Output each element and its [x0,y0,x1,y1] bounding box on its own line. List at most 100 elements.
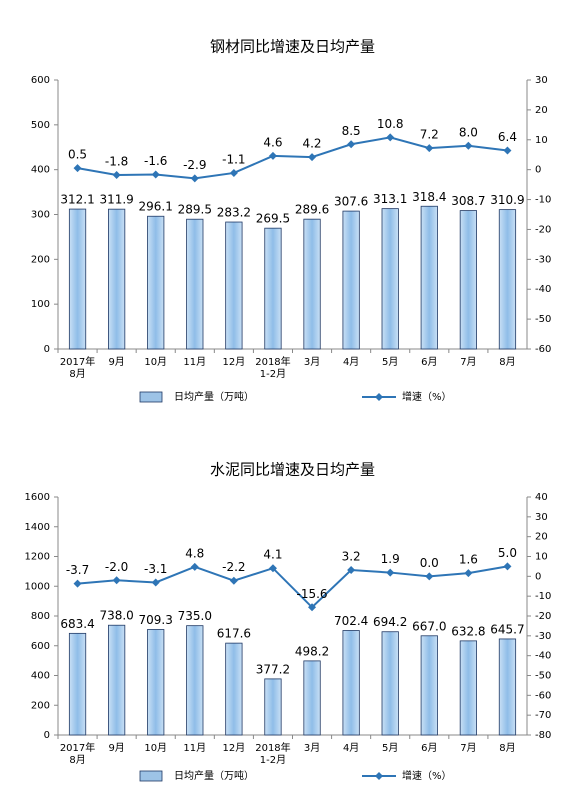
x-tick-label: 2017年 8月 [60,355,95,380]
bar [381,208,399,350]
y-tick-label: 1200 [25,552,50,563]
y2-tick-label: -20 [535,224,551,235]
bar [303,218,321,350]
bar [303,660,321,736]
line-marker [268,151,277,160]
line-marker [425,572,434,581]
x-tick-label: 4月 [343,742,359,754]
line-label: -3.1 [144,562,167,576]
line-marker [151,578,160,587]
y2-tick-label: -30 [535,631,551,642]
bar-label: 694.2 [373,615,407,629]
line-label: 7.2 [420,128,439,142]
bar-label: 735.0 [178,609,212,623]
x-tick-label: 2017年 8月 [60,741,95,766]
bar [108,208,126,350]
bar-label: 617.6 [217,627,251,641]
line-label: 1.6 [459,553,478,567]
x-tick-label: 11月 [183,742,206,754]
line-marker [308,153,317,162]
bar [147,629,165,736]
y2-tick-label: 10 [535,552,548,563]
line-marker [308,603,317,612]
line-marker [229,168,238,177]
y2-tick-label: 20 [535,105,548,116]
line-marker [464,141,473,150]
y-tick-label: 0 [44,730,50,741]
y-tick-label: 800 [31,611,50,622]
y-tick-label: 200 [31,700,50,711]
line-label: -3.7 [66,563,89,577]
x-tick-label: 7月 [460,356,476,368]
bar-label: 498.2 [295,644,329,658]
bar [420,635,438,736]
line [77,565,508,609]
line-label: -1.1 [222,152,245,166]
line-label: 0.5 [68,148,87,162]
bar-label: 377.2 [256,662,290,676]
line-label: 4.6 [263,135,282,149]
line-marker [190,174,199,183]
y-tick-label: 600 [31,75,50,86]
line-label: 6.4 [498,130,517,144]
bar [68,208,87,350]
line-marker [268,564,277,573]
y2-tick-label: 20 [535,532,548,543]
y2-tick-label: 0 [535,571,541,582]
y-tick-label: 400 [31,165,50,176]
y-tick-label: 600 [31,641,50,652]
line-marker [73,579,82,588]
bar [498,209,517,350]
bar-label: 702.4 [334,614,368,628]
y-tick-label: 200 [31,254,50,265]
bar [68,632,87,736]
y-tick-label: 500 [31,120,50,131]
bar [225,642,243,736]
bar [498,638,517,736]
y2-tick-label: -70 [535,710,551,721]
x-tick-label: 5月 [382,356,398,368]
bar-label: 313.1 [373,192,407,206]
line-label: -2.2 [222,560,245,574]
y2-tick-label: 10 [535,135,548,146]
x-tick-label: 6月 [421,742,437,754]
line-label: -2.0 [105,560,128,574]
legend-swatch [375,772,383,780]
legend-label: 日均产量（万吨） [174,390,254,403]
bar [108,624,126,736]
bar-label: 318.4 [412,190,446,204]
line-label: -1.8 [105,155,128,169]
x-tick-label: 8月 [499,742,515,754]
line-marker [464,569,473,578]
line-label: 4.1 [263,548,282,562]
y-tick-label: 0 [44,344,50,355]
line-marker [503,562,512,571]
y2-tick-label: -40 [535,651,551,662]
legend-swatch [139,770,163,782]
bar-label: 709.3 [139,613,173,627]
bar-label: 310.9 [490,193,524,207]
chart-title: 钢材同比增速及日均产量 [210,38,375,56]
x-tick-label: 4月 [343,356,359,368]
chart-title: 水泥同比增速及日均产量 [210,461,375,479]
line-label: -2.9 [183,158,206,172]
line-marker [347,140,356,149]
bar-label: 667.0 [412,619,446,633]
line-label: -15.6 [297,587,328,601]
line-marker [503,146,512,155]
x-tick-label: 10月 [144,356,167,368]
y2-tick-label: -60 [535,344,551,355]
y2-tick-label: -10 [535,195,551,206]
y-tick-label: 1600 [25,492,50,503]
bar-label: 289.5 [178,203,212,217]
line-label: 5.0 [498,546,517,560]
bar-label: 283.2 [217,206,251,220]
y2-tick-label: -20 [535,611,551,622]
y2-tick-label: -60 [535,690,551,701]
line-marker [112,576,121,585]
bar-label: 296.1 [139,200,173,214]
line-label: 3.2 [342,549,361,563]
line-marker [386,568,395,577]
bar-label: 645.7 [490,622,524,636]
y-tick-label: 1000 [25,581,50,592]
